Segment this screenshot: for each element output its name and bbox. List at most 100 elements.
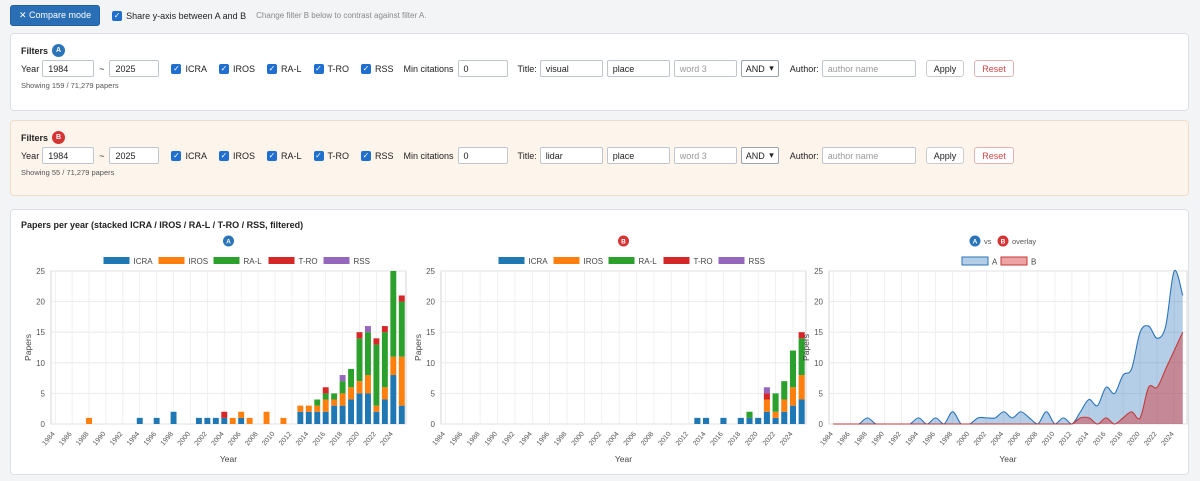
title-word2-input[interactable]: place bbox=[606, 60, 670, 77]
venue-label: T-RO bbox=[327, 63, 350, 74]
venue-checkbox-rss[interactable]: ✓ RSS bbox=[361, 63, 394, 74]
author-input[interactable]: author name bbox=[821, 147, 916, 164]
legend-label-ra-l: RA-L bbox=[244, 257, 263, 266]
venue-checkbox-ral[interactable]: ✓ RA-L bbox=[266, 150, 302, 161]
apply-button[interactable]: Apply bbox=[925, 147, 965, 164]
x-tick-label: 1994 bbox=[126, 431, 141, 448]
venue-label: RSS bbox=[375, 63, 394, 74]
y-axis-label: Papers bbox=[801, 334, 811, 361]
x-tick-label: 2006 bbox=[1007, 431, 1022, 448]
bar-rss-2018 bbox=[339, 375, 346, 382]
checkbox-checked-icon[interactable]: ✓ bbox=[313, 150, 324, 161]
title-word1-input[interactable]: visual bbox=[539, 60, 603, 77]
filter-b-badge: B bbox=[52, 131, 66, 144]
legend-label-rss: RSS bbox=[749, 257, 765, 266]
bar-icra-2024 bbox=[390, 375, 397, 424]
legend-label-iros: IROS bbox=[189, 257, 209, 266]
legend-label-iros: IROS bbox=[584, 257, 604, 266]
legend-swatch-ra-l bbox=[213, 257, 240, 264]
min-citations-label: Min citations bbox=[403, 150, 454, 161]
bar-ra-l-2019 bbox=[348, 368, 355, 388]
legend-label-t-ro: T-RO bbox=[299, 257, 318, 266]
checkbox-checked-icon[interactable]: ✓ bbox=[361, 150, 371, 161]
title-word3-input[interactable]: word 3 bbox=[673, 60, 737, 77]
bar-iros-2007 bbox=[246, 417, 253, 424]
y-axis-label: Papers bbox=[23, 334, 33, 361]
checkbox-checked-icon[interactable]: ✓ bbox=[171, 63, 182, 74]
author-input[interactable]: author name bbox=[821, 60, 916, 77]
legend-swatch-t-ro bbox=[268, 257, 295, 264]
bar-iros-2025 bbox=[398, 356, 405, 406]
bar-ra-l-2018 bbox=[339, 381, 346, 394]
title-operator-select[interactable]: AND ▾ bbox=[740, 60, 779, 77]
bar-icra-2014 bbox=[703, 417, 710, 424]
year-range-separator: ~ bbox=[99, 150, 105, 161]
min-citations-input[interactable]: 0 bbox=[457, 147, 508, 164]
reset-button[interactable]: Reset bbox=[974, 147, 1014, 164]
venue-label: ICRA bbox=[185, 63, 207, 74]
x-tick-label: 1986 bbox=[836, 431, 851, 448]
bar-icra-2016 bbox=[322, 411, 329, 424]
bar-icra-2018 bbox=[339, 405, 346, 424]
year-to-input[interactable]: 2025 bbox=[109, 60, 160, 77]
venue-checkbox-tro[interactable]: ✓ T-RO bbox=[313, 150, 349, 161]
title-operator-select[interactable]: AND ▾ bbox=[740, 147, 779, 164]
bar-icra-2006 bbox=[238, 417, 245, 424]
year-range-separator: ~ bbox=[99, 63, 105, 74]
filter-a-badge: A bbox=[52, 44, 66, 57]
filter-a-title: Filters A bbox=[21, 44, 66, 57]
chart-badge-b-circle bbox=[618, 235, 629, 247]
compare-mode-button[interactable]: ✕ Compare mode bbox=[10, 5, 101, 26]
year-from-input[interactable]: 1984 bbox=[42, 147, 95, 164]
venue-checkbox-ral[interactable]: ✓ RA-L bbox=[266, 63, 302, 74]
bar-t-ro-2022 bbox=[373, 338, 380, 345]
checkbox-checked-icon[interactable]: ✓ bbox=[266, 150, 277, 161]
result-count: Showing 159 / 71,279 papers bbox=[21, 81, 119, 90]
checkbox-checked-icon[interactable]: ✓ bbox=[171, 150, 182, 161]
x-tick-label: 1992 bbox=[109, 431, 124, 448]
x-axis-label: Year bbox=[220, 454, 237, 464]
venue-checkbox-tro[interactable]: ✓ T-RO bbox=[313, 63, 350, 74]
x-tick-label: 2024 bbox=[779, 431, 794, 448]
bar-rss-2021 bbox=[365, 326, 371, 333]
share-y-axis-toggle[interactable]: ✓ Share y-axis between A and B bbox=[112, 10, 246, 21]
filter-panel-a: Filters A Year 1984 ~ 2025 ✓ ICRA ✓ IROS ✓… bbox=[10, 33, 1189, 111]
title-label: Title: bbox=[517, 150, 537, 161]
chart-panel: Papers per year (stacked ICRA / IROS / R… bbox=[10, 209, 1189, 475]
venue-checkbox-icra[interactable]: ✓ ICRA bbox=[171, 63, 207, 74]
title-word3-input[interactable]: word 3 bbox=[673, 147, 737, 164]
checkbox-checked-icon[interactable]: ✓ bbox=[313, 63, 324, 74]
y-tick-label: 0 bbox=[41, 420, 46, 429]
year-to-input[interactable]: 2025 bbox=[109, 147, 160, 164]
bar-iros-2023 bbox=[381, 387, 388, 400]
venue-checkbox-rss[interactable]: ✓ RSS bbox=[361, 150, 394, 161]
checkbox-checked-icon[interactable]: ✓ bbox=[218, 150, 229, 161]
bar-iros-2022 bbox=[373, 405, 380, 412]
checkbox-checked-icon[interactable]: ✓ bbox=[361, 63, 371, 74]
x-tick-label: 1994 bbox=[905, 431, 920, 448]
bar-iros-2013 bbox=[297, 405, 304, 412]
bar-iros-2020 bbox=[356, 381, 363, 394]
min-citations-input[interactable]: 0 bbox=[457, 60, 508, 77]
title-label: Title: bbox=[517, 63, 537, 74]
venue-checkbox-iros[interactable]: ✓ IROS bbox=[218, 150, 255, 161]
reset-button[interactable]: Reset bbox=[974, 60, 1014, 77]
year-label: Year bbox=[21, 150, 40, 161]
x-tick-label: 1988 bbox=[75, 431, 90, 448]
legend-0: ICRA IROS RA-L T-RO RSS bbox=[103, 257, 370, 266]
title-word1-input[interactable]: lidar bbox=[539, 147, 603, 164]
checkbox-checked-icon[interactable]: ✓ bbox=[112, 10, 123, 21]
x-tick-label: 1992 bbox=[501, 431, 516, 448]
apply-button[interactable]: Apply bbox=[925, 60, 965, 77]
checkbox-checked-icon[interactable]: ✓ bbox=[218, 63, 229, 74]
area-b bbox=[833, 332, 1183, 424]
venue-checkbox-iros[interactable]: ✓ IROS bbox=[218, 63, 255, 74]
x-tick-label: 2024 bbox=[1160, 431, 1175, 448]
bar-iros-2021 bbox=[365, 375, 371, 394]
year-from-input[interactable]: 1984 bbox=[42, 60, 95, 77]
checkbox-checked-icon[interactable]: ✓ bbox=[266, 63, 277, 74]
title-word2-input[interactable]: place bbox=[606, 147, 670, 164]
legend-swatch-b bbox=[1000, 256, 1028, 266]
venue-checkbox-icra[interactable]: ✓ ICRA bbox=[171, 150, 207, 161]
